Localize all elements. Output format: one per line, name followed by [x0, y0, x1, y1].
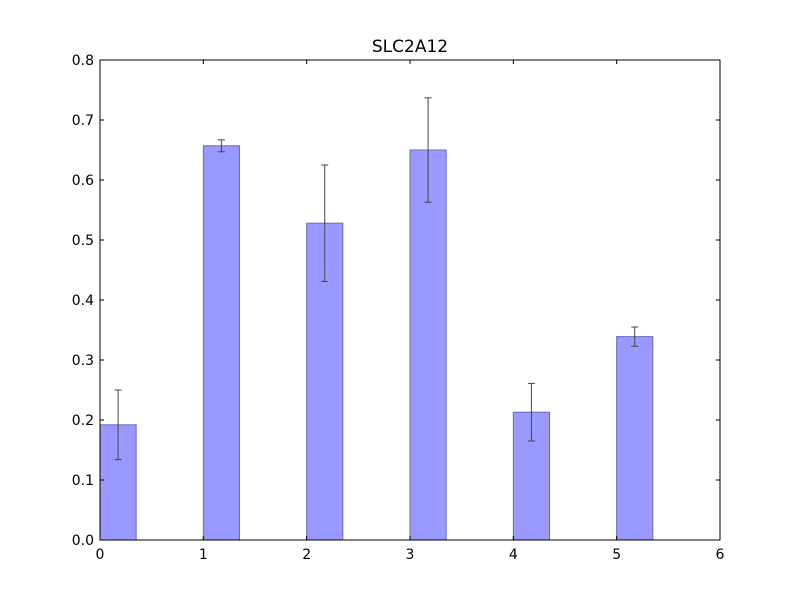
y-tick-label-7: 0.7	[72, 113, 94, 129]
x-tick-label-0: 0	[96, 547, 105, 563]
y-tick-label-5: 0.5	[72, 233, 94, 249]
bar-5	[616, 336, 654, 541]
y-tick-label-2: 0.2	[72, 413, 94, 429]
y-tick-label-1: 0.1	[72, 473, 94, 489]
bars-layer	[99, 145, 654, 541]
x-tick-label-3: 3	[406, 547, 415, 563]
x-tick-label-2: 2	[302, 547, 311, 563]
x-tick-label-5: 5	[612, 547, 621, 563]
error-bar-0	[114, 389, 122, 461]
bar-1	[202, 145, 240, 541]
y-tick-label-4: 0.4	[72, 293, 94, 309]
error-bars-layer	[114, 97, 639, 461]
error-bar-3	[424, 97, 432, 203]
error-bar-4	[527, 382, 535, 442]
y-tick-label-6: 0.6	[72, 173, 94, 189]
y-tick-label-3: 0.3	[72, 353, 94, 369]
error-bar-2	[321, 164, 329, 282]
x-tick-label-6: 6	[716, 547, 725, 563]
y-tick-label-8: 0.8	[72, 53, 94, 69]
error-bar-1	[217, 139, 225, 153]
x-tick-label-4: 4	[509, 547, 518, 563]
y-tick-label-0: 0.0	[72, 533, 94, 549]
error-bar-5	[631, 326, 639, 347]
x-axis: 0 1 2 3 4 5 6	[96, 60, 725, 563]
y-axis: 0.0 0.1 0.2 0.3 0.4 0.5 0.6 0.7 0.8	[72, 53, 720, 549]
chart-title: SLC2A12	[372, 37, 448, 57]
x-tick-label-1: 1	[199, 547, 208, 563]
bar-3	[409, 149, 447, 541]
